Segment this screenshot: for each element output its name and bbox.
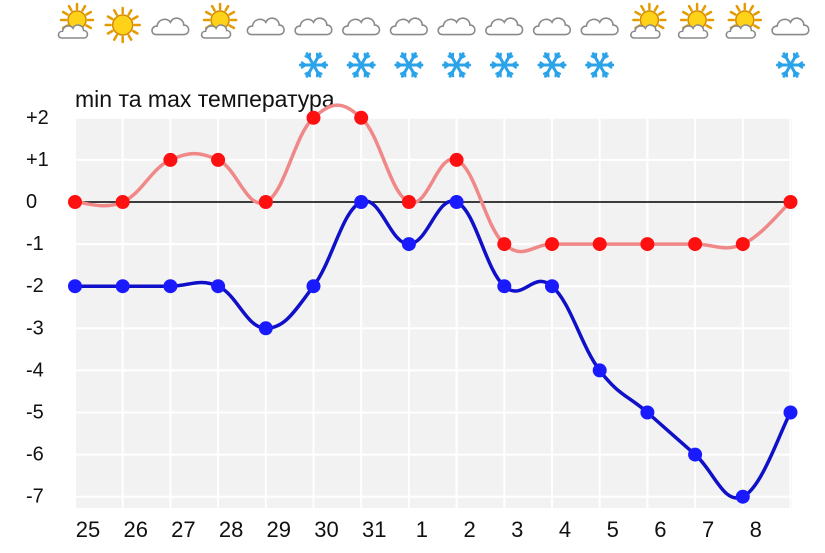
data-point <box>306 279 321 294</box>
cloud-icon <box>771 17 810 36</box>
data-point <box>592 237 607 252</box>
x-tick-label: 27 <box>171 517 195 542</box>
y-tick-label: +2 <box>26 107 49 129</box>
data-point <box>258 321 273 336</box>
y-tick-label: 0 <box>26 191 37 213</box>
x-tick-label: 29 <box>267 517 291 542</box>
cloud-icon <box>246 17 285 36</box>
y-tick-label: -7 <box>26 486 44 508</box>
snowflake-icon <box>442 52 472 78</box>
sun-icon <box>104 6 141 44</box>
data-point <box>258 195 273 209</box>
x-tick-label: 30 <box>314 517 338 542</box>
cloud-icon <box>485 17 524 36</box>
snowflake-icon <box>776 52 805 78</box>
snowflake-icon <box>489 52 519 78</box>
x-tick-label: 8 <box>750 517 762 542</box>
data-point <box>115 195 130 209</box>
y-tick-label: -5 <box>26 402 44 424</box>
data-point <box>354 110 369 125</box>
y-tick-label: -1 <box>26 233 44 255</box>
data-point <box>783 195 798 209</box>
x-tick-label: 3 <box>511 517 523 542</box>
data-point <box>68 195 82 209</box>
y-tick-label: -6 <box>26 444 44 466</box>
series-line <box>74 103 792 254</box>
data-point <box>163 279 178 294</box>
snowflake-icon <box>537 52 567 78</box>
data-point <box>354 195 369 209</box>
x-tick-label: 4 <box>559 517 571 542</box>
cloud-icon <box>151 17 190 36</box>
data-point <box>783 405 798 420</box>
data-point <box>688 237 703 252</box>
data-point <box>449 152 464 167</box>
x-tick-label: 7 <box>702 517 714 542</box>
snowflake-icon <box>585 52 615 78</box>
data-point <box>640 237 655 252</box>
grid <box>74 116 792 508</box>
y-tick-label: -2 <box>26 275 44 297</box>
y-axis-ticks: +2 +1 0 -1 -2 -3 -4 -5 -6 -7 <box>26 107 49 508</box>
cloud-icon <box>437 17 476 36</box>
x-tick-label: 28 <box>219 517 243 542</box>
sun-cloud-icon <box>677 2 715 39</box>
x-tick-label: 2 <box>463 517 475 542</box>
weather-icons-row <box>57 2 810 78</box>
sun-cloud-icon <box>57 2 95 39</box>
cloud-icon <box>389 17 428 36</box>
series-max <box>68 103 798 254</box>
cloud-icon <box>580 17 619 36</box>
x-axis-ticks: 25 26 27 28 29 30 31 1 2 3 4 5 6 7 8 <box>76 517 762 542</box>
cloud-icon <box>294 17 333 36</box>
cloud-icon <box>342 17 381 36</box>
data-point <box>211 152 226 167</box>
data-point <box>497 237 512 252</box>
snowflake-icon <box>394 52 424 78</box>
snowflake-icon <box>299 52 328 78</box>
data-point <box>735 237 750 252</box>
x-tick-label: 1 <box>416 517 428 542</box>
x-tick-label: 31 <box>362 517 386 542</box>
data-point <box>68 279 82 294</box>
y-tick-label: -4 <box>26 359 44 381</box>
data-point <box>545 237 559 252</box>
data-point <box>211 279 226 294</box>
y-tick-label: +1 <box>26 149 49 171</box>
x-tick-label: 26 <box>123 517 147 542</box>
data-point <box>401 195 416 209</box>
plot-background <box>75 117 792 508</box>
data-point <box>306 110 321 125</box>
data-point <box>115 279 130 294</box>
data-point <box>592 363 607 378</box>
sun-cloud-icon <box>725 2 763 39</box>
x-tick-label: 5 <box>607 517 619 542</box>
sun-cloud-icon <box>200 2 238 39</box>
snowflake-icon <box>346 52 376 78</box>
data-point <box>735 489 750 504</box>
sun-cloud-icon <box>630 2 667 39</box>
data-point <box>640 405 655 420</box>
data-point <box>545 279 559 294</box>
data-point <box>497 279 512 294</box>
data-point <box>688 447 703 462</box>
data-point <box>449 195 464 209</box>
y-tick-label: -3 <box>26 317 44 339</box>
data-point <box>401 237 416 252</box>
data-point <box>163 152 178 167</box>
chart-title: min та max температура <box>75 86 335 112</box>
x-tick-label: 25 <box>76 517 100 542</box>
cloud-icon <box>532 17 572 36</box>
x-tick-label: 6 <box>654 517 666 542</box>
series-min <box>68 195 798 504</box>
